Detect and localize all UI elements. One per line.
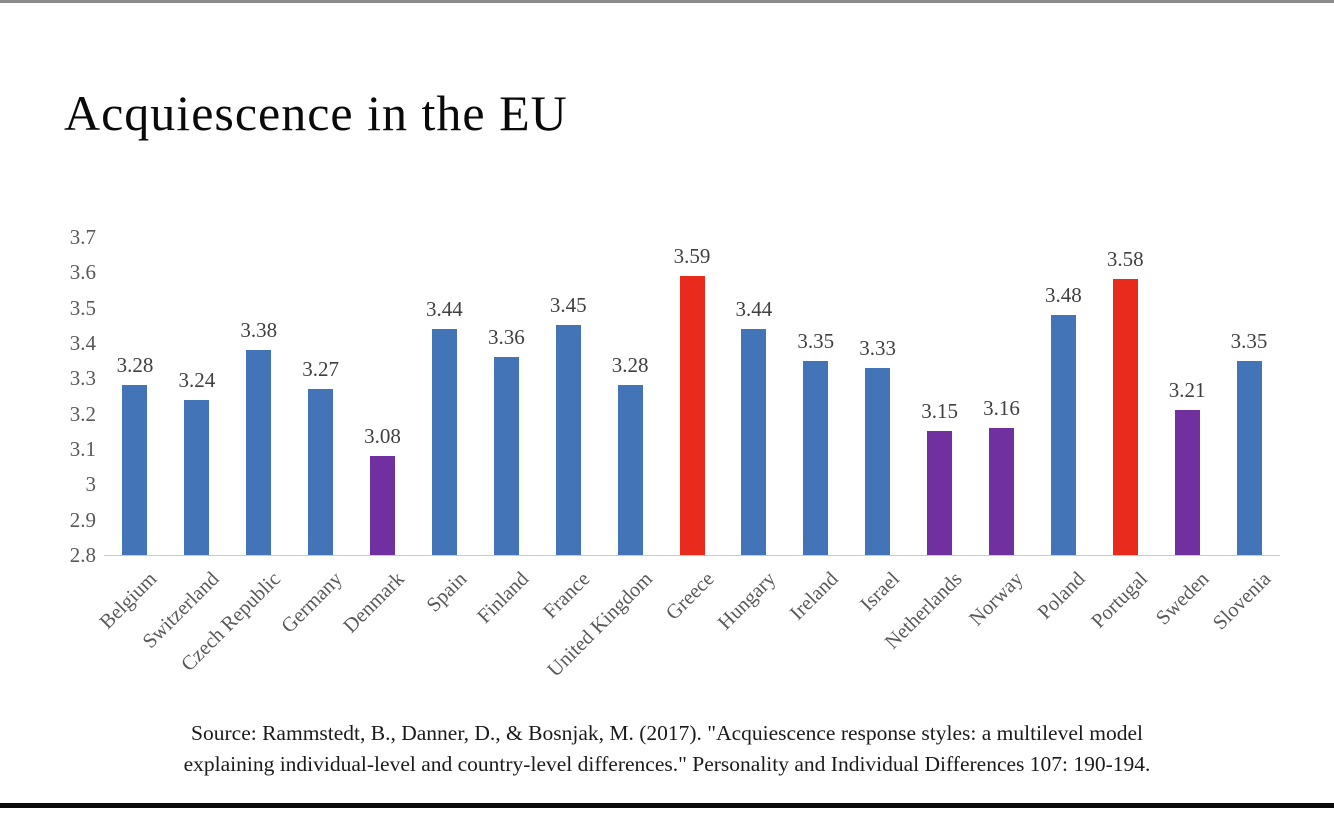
bar: [1050, 314, 1076, 555]
y-axis-tick-label: 3.7: [69, 225, 96, 249]
bar-value-label: 3.44: [735, 296, 773, 321]
bar-value-label: 3.21: [1168, 378, 1206, 403]
source-citation: Source: Rammstedt, B., Danner, D., & Bos…: [0, 718, 1334, 780]
bar-value-label: 3.28: [116, 353, 154, 378]
bar: [246, 350, 272, 555]
bar: [1236, 360, 1262, 555]
x-category-label: Greece: [661, 568, 719, 625]
y-axis-tick-label: 3: [85, 472, 97, 497]
bar: [555, 325, 581, 555]
bar: [308, 388, 334, 555]
x-category-label: Slovenia: [1209, 568, 1276, 635]
top-rule-divider: [0, 0, 1334, 3]
page-title: Acquiescence in the EU: [64, 85, 568, 141]
bar: [1112, 279, 1138, 555]
x-category-label: Portugal: [1087, 568, 1152, 633]
bar-value-label: 3.15: [921, 399, 958, 424]
y-axis-tick-label: 3.2: [69, 401, 96, 426]
source-citation-line1: Source: Rammstedt, B., Danner, D., & Bos…: [191, 721, 1143, 745]
bar-value-label: 3.27: [302, 356, 339, 381]
y-axis-tick-label: 3.3: [69, 366, 96, 391]
bar-value-label: 3.35: [797, 328, 835, 353]
bar-value-label: 3.08: [364, 424, 401, 449]
bar-value-label: 3.33: [859, 335, 897, 360]
bar-value-label: 3.44: [426, 296, 463, 321]
x-category-label: Denmark: [339, 568, 410, 638]
bottom-rule-divider: [0, 803, 1334, 808]
bar: [431, 328, 457, 555]
bar-value-label: 3.59: [673, 243, 711, 268]
bar: [865, 367, 891, 555]
y-axis-tick-label: 3.4: [69, 331, 96, 355]
x-category-label: Sweden: [1152, 568, 1214, 630]
bar: [493, 357, 519, 555]
y-axis-tick-label: 3.6: [69, 260, 96, 285]
bar: [370, 456, 396, 555]
x-axis-line: [104, 555, 1280, 556]
bar: [1174, 410, 1200, 555]
x-category-label: Finland: [473, 568, 533, 628]
bar: [741, 328, 767, 555]
y-axis-tick-label: 2.8: [69, 543, 96, 567]
bar-value-label: 3.36: [487, 325, 525, 350]
bar: [803, 360, 829, 555]
x-category-label: Poland: [1034, 568, 1090, 624]
y-axis-tick-label: 3.1: [69, 437, 96, 461]
x-category-label: Norway: [965, 568, 1029, 631]
bar-value-label: 3.28: [611, 353, 649, 378]
x-category-label: Germany: [277, 568, 348, 638]
bar: [927, 431, 953, 555]
bar-value-label: 3.48: [1044, 282, 1082, 307]
source-citation-line2: explaining individual-level and country-…: [183, 752, 1151, 776]
bar-value-label: 3.24: [178, 367, 216, 392]
bar-value-label: 3.16: [983, 395, 1020, 420]
bar: [184, 399, 210, 555]
bar: [988, 427, 1014, 555]
x-category-label: Ireland: [785, 568, 843, 625]
bar-value-label: 3.35: [1230, 328, 1268, 353]
bar-value-label: 3.38: [240, 318, 278, 343]
x-category-label: France: [539, 568, 595, 623]
x-category-label: Israel: [856, 568, 905, 616]
x-category-label: Hungary: [714, 568, 781, 635]
bar: [122, 385, 148, 555]
bar: [679, 275, 705, 555]
x-category-label: Spain: [422, 568, 471, 617]
y-axis-tick-label: 3.5: [69, 295, 96, 320]
bar-value-label: 3.58: [1106, 247, 1144, 272]
y-axis-tick-label: 2.9: [69, 507, 96, 532]
bar-value-label: 3.45: [549, 293, 587, 318]
bar: [617, 385, 643, 555]
